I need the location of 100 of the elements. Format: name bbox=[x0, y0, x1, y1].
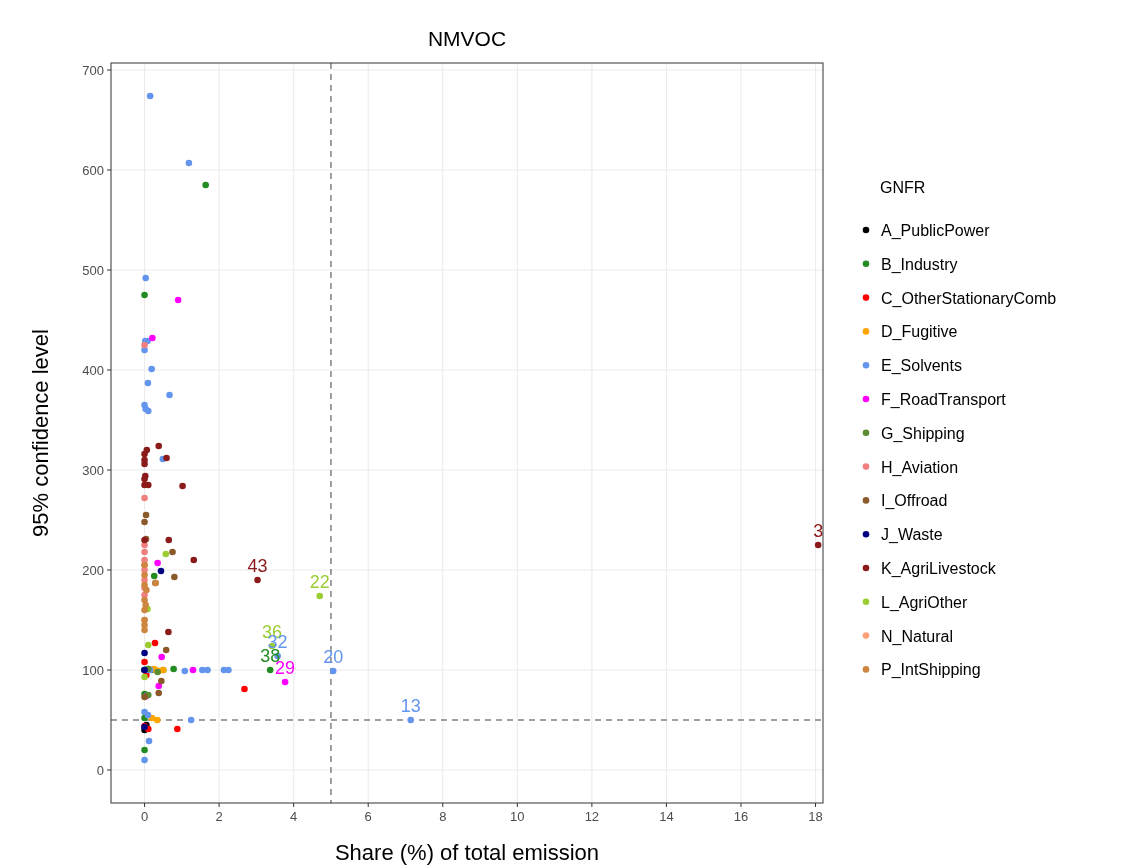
point bbox=[141, 460, 148, 468]
point bbox=[185, 159, 193, 167]
point bbox=[254, 576, 261, 584]
point bbox=[225, 666, 232, 674]
point bbox=[141, 571, 148, 579]
point bbox=[144, 641, 152, 649]
point bbox=[179, 482, 186, 490]
point bbox=[142, 274, 149, 282]
point bbox=[141, 649, 148, 657]
legend-label: D_Fugitive bbox=[881, 323, 958, 342]
point bbox=[165, 628, 172, 636]
point bbox=[155, 442, 163, 450]
point bbox=[407, 716, 415, 724]
y-tick-label: 700 bbox=[82, 62, 104, 78]
legend-label: P_IntShipping bbox=[881, 661, 981, 680]
point bbox=[141, 346, 148, 354]
point bbox=[153, 716, 161, 724]
point bbox=[141, 541, 148, 549]
legend-label: G_Shipping bbox=[881, 424, 965, 443]
point bbox=[144, 711, 152, 719]
point bbox=[281, 678, 289, 686]
y-axis-title: 95% confidence level bbox=[28, 329, 53, 537]
point bbox=[141, 621, 148, 629]
point bbox=[241, 685, 248, 693]
point bbox=[189, 666, 197, 674]
point bbox=[202, 181, 209, 189]
annotation: 20 bbox=[323, 647, 344, 667]
y-tick-label: 400 bbox=[82, 362, 104, 378]
point bbox=[165, 536, 173, 544]
legend-label: N_Natural bbox=[881, 627, 954, 646]
point bbox=[316, 592, 324, 600]
y-tick-label: 300 bbox=[82, 462, 104, 478]
point bbox=[141, 494, 148, 502]
point bbox=[204, 666, 211, 674]
point bbox=[187, 716, 195, 724]
point bbox=[157, 567, 165, 575]
legend-label: E_Solvents bbox=[881, 357, 962, 376]
legend-label: F_RoadTransport bbox=[881, 391, 1007, 409]
point bbox=[266, 666, 274, 674]
point bbox=[166, 391, 173, 399]
point bbox=[142, 511, 150, 519]
y-tick-label: 500 bbox=[82, 262, 104, 278]
point bbox=[141, 756, 148, 764]
point bbox=[141, 481, 148, 489]
point bbox=[141, 596, 148, 604]
point bbox=[141, 626, 148, 634]
point bbox=[171, 573, 178, 581]
x-tick-label: 8 bbox=[439, 809, 447, 824]
legend-label: L_AgriOther bbox=[881, 593, 968, 612]
x-axis-title: Share (%) of total emission bbox=[334, 840, 600, 865]
point bbox=[146, 92, 154, 100]
legend-label: A_PublicPower bbox=[881, 222, 991, 240]
point bbox=[162, 646, 170, 654]
point bbox=[155, 689, 163, 697]
point bbox=[155, 682, 163, 690]
legend-label: C_OtherStationaryComb bbox=[881, 289, 1057, 308]
x-tick-label: 2 bbox=[215, 809, 223, 824]
legend-label: B_Industry bbox=[881, 255, 958, 274]
point bbox=[190, 556, 198, 564]
point bbox=[141, 548, 148, 556]
annotation: 43 bbox=[247, 556, 268, 576]
legend-title: GNFR bbox=[880, 179, 926, 196]
legend-label: I_Offroad bbox=[881, 492, 948, 511]
point bbox=[158, 653, 165, 661]
point bbox=[150, 572, 158, 580]
chart-title: NMVOC bbox=[427, 27, 507, 50]
x-tick-label: 14 bbox=[659, 809, 674, 824]
x-tick-label: 18 bbox=[808, 809, 823, 824]
legend-label: H_Aviation bbox=[881, 458, 959, 477]
x-tick-label: 4 bbox=[290, 809, 298, 824]
point bbox=[174, 725, 181, 733]
point bbox=[145, 737, 153, 745]
point bbox=[142, 601, 149, 609]
point bbox=[141, 518, 148, 526]
point bbox=[141, 556, 148, 564]
point bbox=[141, 658, 148, 666]
point bbox=[181, 667, 189, 675]
y-tick-label: 100 bbox=[82, 662, 104, 678]
y-tick-label: 600 bbox=[82, 162, 104, 178]
annotation: 13 bbox=[400, 696, 421, 716]
legend-label: J_Waste bbox=[881, 526, 943, 545]
point bbox=[144, 379, 152, 387]
point bbox=[141, 746, 148, 754]
point bbox=[141, 450, 148, 458]
point bbox=[163, 454, 170, 462]
point bbox=[170, 665, 177, 673]
x-tick-label: 0 bbox=[140, 809, 149, 824]
legend-label: K_AgriLivestock bbox=[881, 560, 997, 578]
point bbox=[158, 677, 165, 685]
point bbox=[141, 341, 148, 349]
x-tick-label: 12 bbox=[584, 809, 600, 824]
point bbox=[148, 365, 155, 373]
point bbox=[169, 548, 176, 556]
y-tick-label: 0 bbox=[96, 762, 104, 778]
point bbox=[174, 296, 182, 304]
x-tick-label: 10 bbox=[510, 809, 525, 824]
annotation: 22 bbox=[309, 572, 330, 592]
x-tick-label: 16 bbox=[733, 809, 749, 824]
point bbox=[154, 559, 161, 567]
y-tick-label: 200 bbox=[82, 562, 104, 578]
